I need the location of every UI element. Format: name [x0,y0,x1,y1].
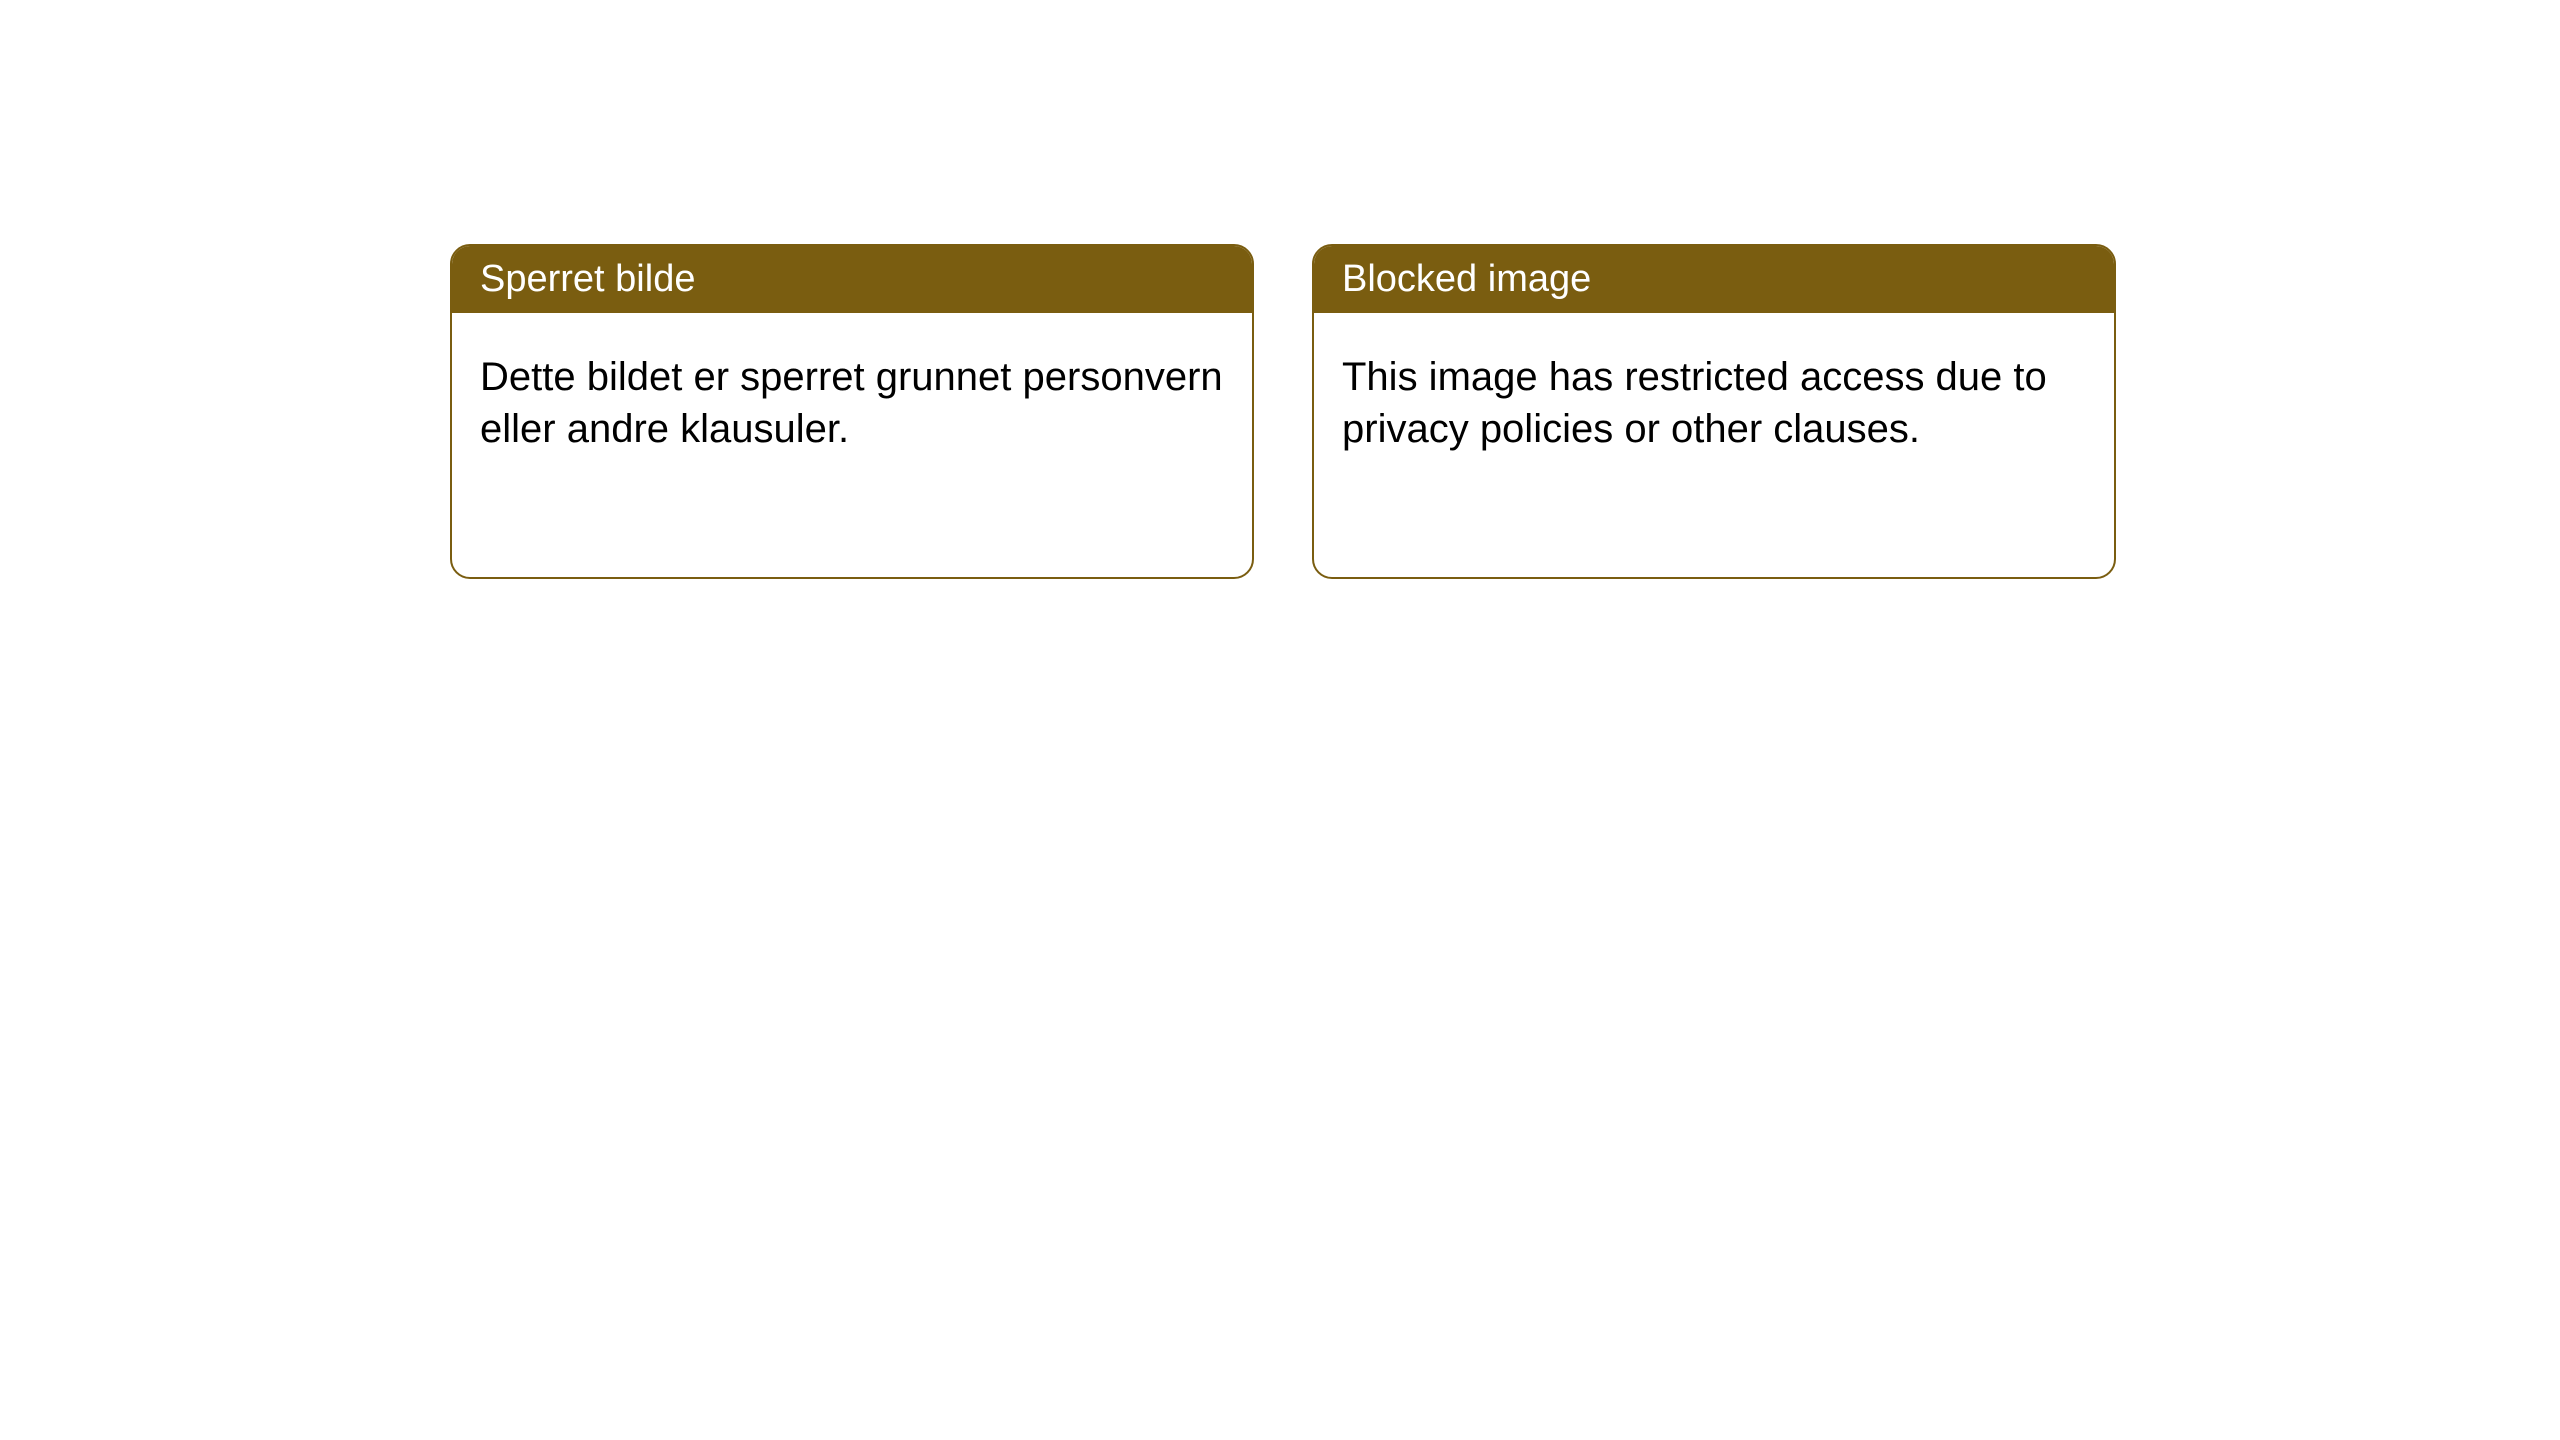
notice-body-text: Dette bildet er sperret grunnet personve… [480,355,1223,451]
notice-card-norwegian: Sperret bilde Dette bildet er sperret gr… [450,244,1254,579]
notice-header: Blocked image [1314,246,2114,313]
notice-title: Sperret bilde [480,258,695,300]
notice-body: Dette bildet er sperret grunnet personve… [452,313,1252,493]
notice-body-text: This image has restricted access due to … [1342,355,2047,451]
notice-body: This image has restricted access due to … [1314,313,2114,493]
notice-container: Sperret bilde Dette bildet er sperret gr… [0,0,2560,579]
notice-header: Sperret bilde [452,246,1252,313]
notice-card-english: Blocked image This image has restricted … [1312,244,2116,579]
notice-title: Blocked image [1342,258,1591,300]
